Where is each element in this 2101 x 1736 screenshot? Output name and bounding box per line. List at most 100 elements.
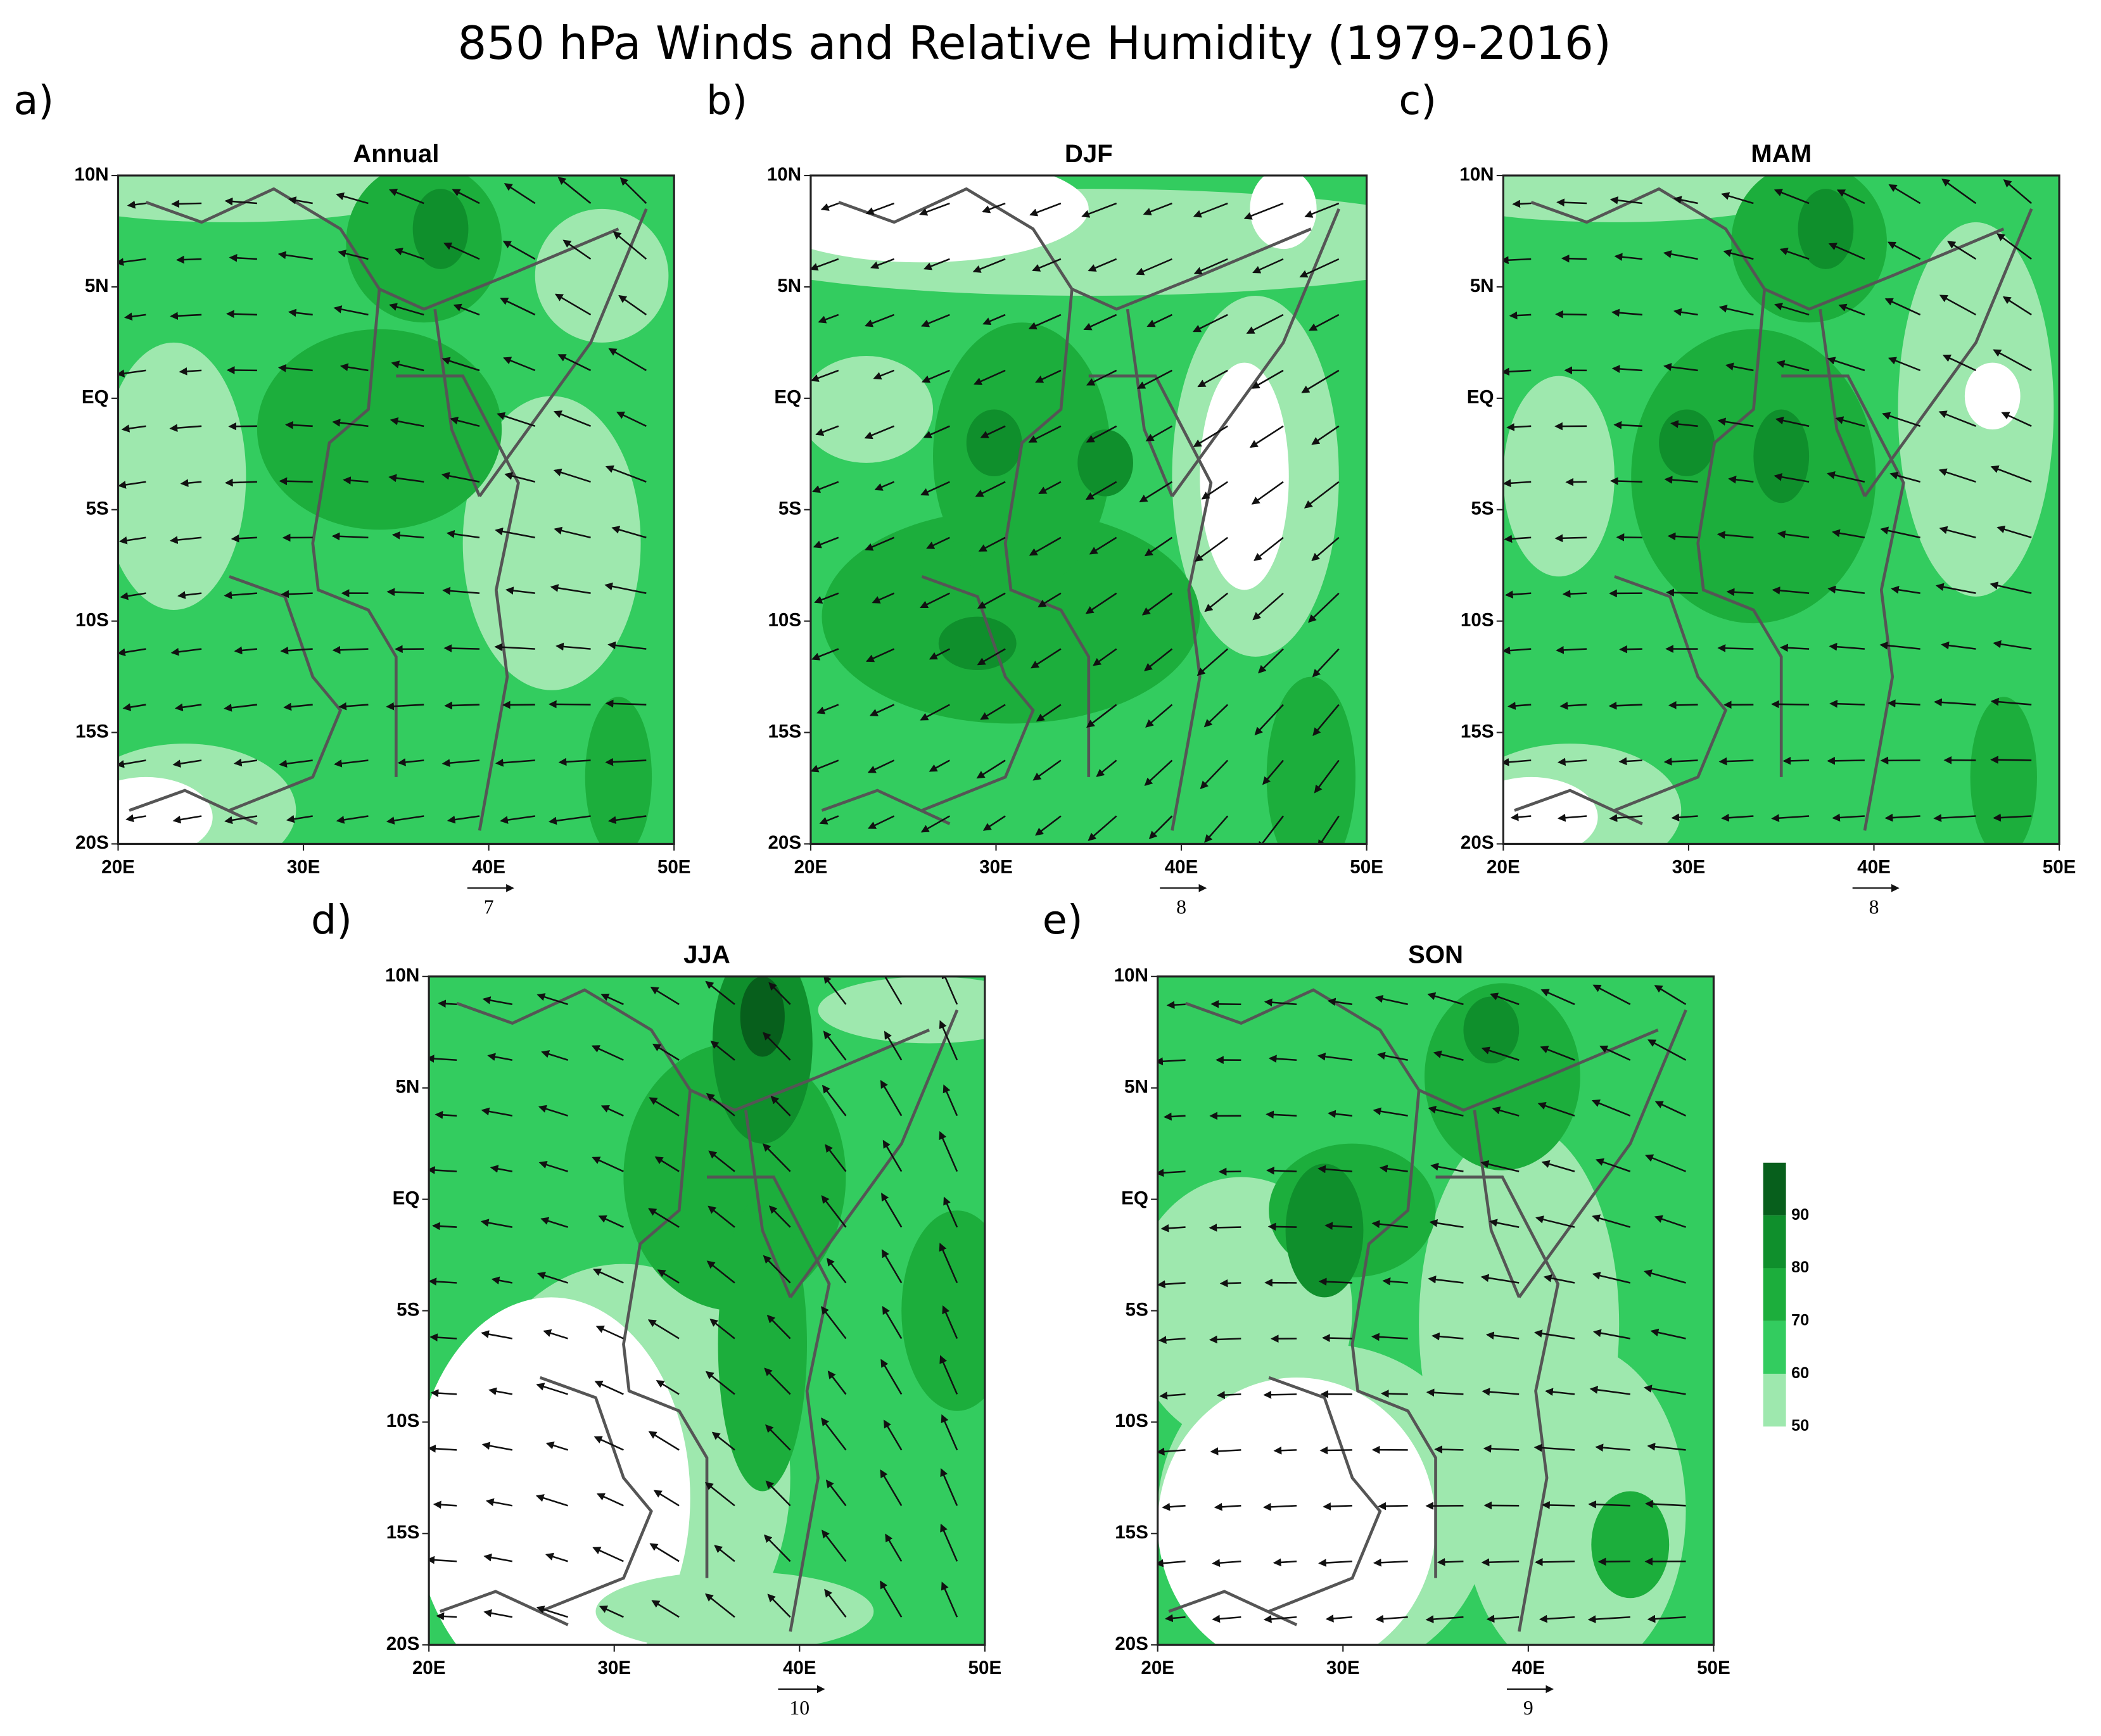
colorbar-swatch	[1763, 1162, 1786, 1216]
wind-vector	[1028, 425, 1062, 443]
wind-vector	[767, 1593, 791, 1618]
panel-label: b)	[706, 77, 747, 124]
humidity-region	[901, 1210, 985, 1411]
humidity-region	[1659, 409, 1715, 476]
wind-vector	[1879, 641, 1920, 650]
wind-vector	[1828, 243, 1865, 260]
y-tick-label: 10N	[1459, 164, 1494, 185]
wind-vector	[1035, 369, 1062, 383]
wind-vector	[1325, 1614, 1352, 1623]
wind-vector	[811, 481, 839, 493]
x-tick-label: 40E	[1857, 856, 1891, 877]
wind-vector	[1588, 1500, 1630, 1509]
wind-vector	[1036, 704, 1062, 722]
wind-vector	[1510, 813, 1532, 821]
wind-vector	[172, 759, 202, 768]
wind-vector	[1647, 1039, 1687, 1061]
wind-vector	[502, 700, 535, 709]
humidity-region	[257, 329, 502, 530]
wind-vector	[1481, 1558, 1520, 1567]
country-borders	[439, 988, 959, 1632]
wind-vector	[450, 416, 480, 428]
wind-vector	[943, 1196, 958, 1228]
wind-vector	[540, 1217, 568, 1228]
y-tick-label: 20S	[386, 1633, 420, 1654]
wind-vector	[593, 1436, 624, 1451]
wind-vector	[926, 536, 950, 549]
wind-vector	[939, 1243, 958, 1284]
humidity-region	[718, 1197, 807, 1492]
humidity-region	[1157, 1378, 1436, 1645]
humidity-region	[595, 1571, 874, 1645]
humidity-region	[933, 322, 1111, 590]
wind-vector	[1771, 700, 1810, 709]
map-area	[810, 175, 1367, 844]
wind-vector	[1663, 757, 1698, 766]
wind-vector	[972, 258, 1006, 273]
wind-vector	[1212, 1614, 1241, 1623]
wind-vector	[599, 1606, 624, 1618]
x-tick-label: 30E	[287, 856, 321, 877]
wind-vector	[605, 699, 647, 708]
y-tick-label: EQ	[1467, 387, 1494, 408]
wind-vector	[976, 759, 1006, 779]
wind-vector	[288, 308, 313, 317]
colorbar-swatch	[1763, 1321, 1786, 1374]
wind-vector	[1933, 814, 1976, 822]
wind-vector	[826, 1257, 847, 1284]
wind-vector	[1214, 1502, 1241, 1511]
y-tick-label: 5S	[397, 1299, 419, 1320]
colorbar-label: 70	[1791, 1311, 1809, 1329]
wind-vector	[1029, 202, 1062, 217]
humidity-region	[1970, 697, 2037, 844]
y-tick-label: 5S	[778, 498, 801, 519]
wind-vector	[226, 366, 257, 374]
wind-vector	[1375, 1614, 1408, 1623]
wind-vector	[823, 976, 847, 1005]
x-tick-label: 50E	[1350, 856, 1383, 877]
wind-vector	[1644, 1269, 1686, 1284]
wind-vector	[821, 1194, 847, 1228]
y-tick-label: 20S	[1461, 832, 1494, 853]
wind-vector	[594, 1381, 624, 1395]
country-borders	[1168, 988, 1687, 1632]
wind-vector	[279, 477, 313, 486]
wind-vector	[175, 255, 202, 264]
wind-vector	[770, 1096, 791, 1117]
wind-vector	[821, 1306, 847, 1340]
x-tick-label: 50E	[657, 856, 691, 877]
wind-vector	[388, 474, 424, 483]
wind-vector	[429, 1277, 457, 1286]
map-panel: c) MAM 10N 5N EQ 5S 10S 15S 20S 20E 30E 40E 50E 8	[1399, 77, 2076, 918]
wind-vector	[1028, 314, 1062, 330]
wind-vector	[1165, 1614, 1186, 1623]
wind-vector	[1836, 189, 1865, 205]
wind-vector	[541, 1050, 568, 1061]
wind-vector	[535, 1494, 568, 1507]
wind-vector	[549, 815, 591, 825]
wind-vector	[386, 588, 424, 597]
y-tick-label: 15S	[75, 721, 109, 742]
wind-vector	[1725, 362, 1754, 372]
wind-vector	[1309, 314, 1340, 331]
wind-vector	[1595, 1443, 1630, 1452]
wind-vector	[429, 1555, 457, 1564]
wind-vector	[880, 1080, 903, 1117]
wind-vector	[1717, 417, 1754, 428]
wind-vector	[1774, 302, 1810, 316]
wind-vector	[705, 1371, 735, 1395]
wind-vector	[279, 759, 313, 768]
wind-vector	[1670, 420, 1698, 428]
humidity-region	[740, 976, 785, 1057]
wind-vector	[1829, 699, 1865, 708]
wind-vector	[169, 536, 202, 544]
humidity-region	[712, 976, 813, 1144]
wind-vector	[1503, 646, 1532, 655]
wind-vector	[545, 1552, 568, 1562]
wind-vector	[452, 189, 480, 205]
y-tick-label: 10N	[385, 965, 419, 986]
wind-vector	[1160, 1224, 1186, 1232]
wind-vector	[1609, 477, 1642, 485]
wind-vector	[277, 251, 313, 260]
